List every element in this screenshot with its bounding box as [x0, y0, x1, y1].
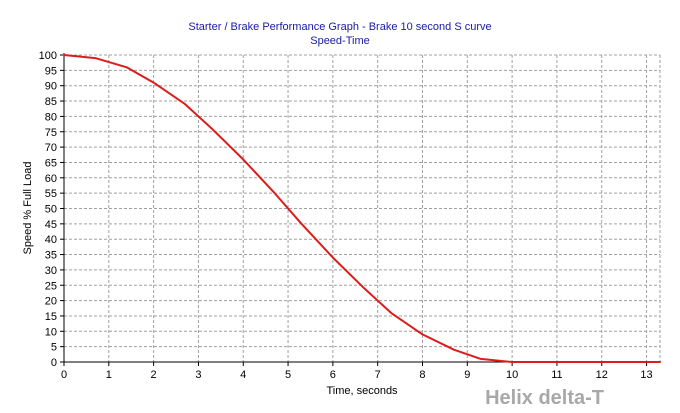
y-tick-label: 5 [51, 342, 57, 354]
grid [64, 54, 661, 362]
chart-subtitle: Speed-Time [310, 35, 370, 47]
y-tick-label: 20 [45, 296, 57, 308]
y-tick-label: 40 [45, 234, 57, 246]
x-tick-label: 0 [61, 369, 67, 381]
x-tick-label: 12 [596, 369, 608, 381]
y-tick-label: 50 [45, 204, 57, 216]
x-tick-label: 11 [551, 369, 562, 381]
x-tick-labels: 0 1 2 3 4 5 6 7 8 9 10 11 12 13 [61, 369, 653, 381]
x-tick-label: 8 [419, 369, 425, 381]
y-tick-label: 65 [45, 157, 57, 169]
y-tick-label: 85 [45, 96, 57, 108]
x-tick-label: 5 [285, 369, 291, 381]
y-tick-label: 75 [45, 127, 57, 139]
y-tick-label: 45 [45, 219, 57, 231]
x-tick-label: 3 [195, 369, 201, 381]
x-tick-label: 13 [640, 369, 652, 381]
series-layer [63, 54, 661, 363]
y-tick-label: 80 [45, 111, 57, 123]
y-tick-label: 55 [45, 188, 57, 200]
x-tick-label: 6 [330, 369, 336, 381]
y-axis-label: Speed % Full Load [22, 162, 34, 255]
x-tick-label: 10 [506, 369, 518, 381]
y-tick-label: 70 [45, 142, 57, 154]
y-tick-label: 10 [45, 326, 57, 338]
watermark-logo: Helix delta-T [485, 387, 604, 409]
y-tick-label: 15 [45, 311, 57, 323]
x-tick-label: 7 [375, 369, 381, 381]
x-tick-label: 4 [240, 369, 246, 381]
x-tick-label: 2 [151, 369, 157, 381]
y-tick-label: 30 [45, 265, 57, 277]
y-tick-label: 60 [45, 173, 57, 185]
y-tick-labels: 0 5 10 15 20 25 30 35 40 45 50 55 60 65 70 75 80 85 90 95 10… [39, 50, 57, 369]
chart-title: Starter / Brake Performance Graph - Brak… [188, 21, 492, 33]
series-line-1 [63, 54, 661, 363]
y-tick-label: 35 [45, 250, 57, 262]
x-tick-label: 9 [464, 369, 470, 381]
x-axis-label: Time, seconds [326, 385, 398, 397]
y-tick-label: 0 [51, 357, 57, 369]
y-tick-label: 90 [45, 81, 57, 93]
y-tick-label: 100 [39, 50, 57, 62]
y-tick-label: 95 [45, 65, 57, 77]
y-tick-label: 25 [45, 280, 57, 292]
x-tick-label: 1 [106, 369, 112, 381]
